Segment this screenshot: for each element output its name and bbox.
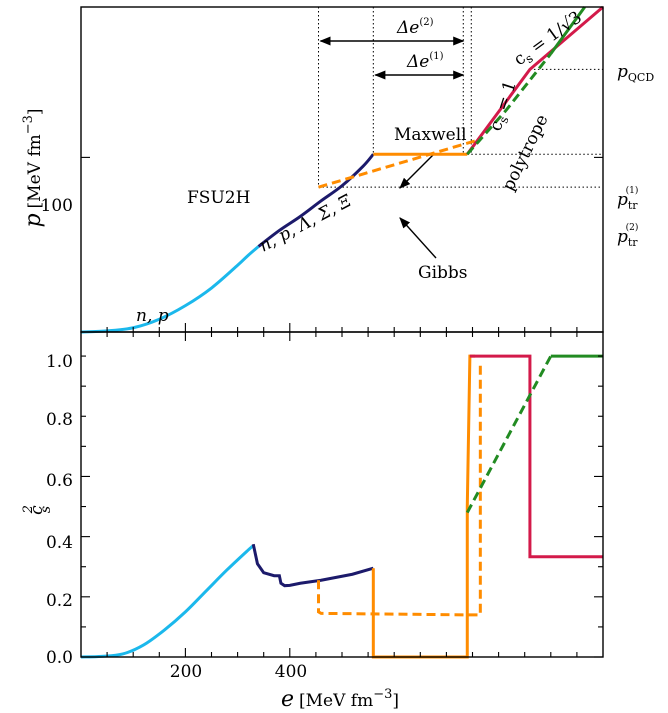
top-series bbox=[80, 5, 604, 334]
maxwell-label: Maxwell bbox=[394, 125, 467, 145]
bottom-series-hyperonic bbox=[251, 543, 374, 588]
ytick-label-0.0: 0.0 bbox=[46, 648, 73, 668]
bottom-ticks bbox=[81, 332, 603, 658]
ytick-label-0.4: 0.4 bbox=[46, 533, 73, 553]
gibbs-label: Gibbs bbox=[418, 263, 468, 283]
bottom-series-cs1 bbox=[469, 354, 603, 559]
bottom-series-polytrope bbox=[465, 355, 553, 514]
top-series-hyperonic bbox=[257, 153, 375, 248]
delta-e2-label: Δe(2) bbox=[396, 17, 434, 38]
maxwell-arrow bbox=[399, 154, 434, 189]
ytick-label-100: 100 bbox=[41, 196, 73, 216]
xtick-label-400: 400 bbox=[275, 662, 307, 682]
xtick-label-200: 200 bbox=[170, 662, 202, 682]
gibbs-arrow bbox=[399, 217, 437, 259]
cs-sqrt3-label: cs = 1/√3 bbox=[510, 7, 587, 71]
bottom-xlabel: e [MeV fm−3] bbox=[281, 687, 399, 712]
top-ticks bbox=[81, 156, 603, 332]
bottom-panel: 0.0 0.2 0.4 0.6 0.8 1.0 200 400 c2 s e [Me… bbox=[21, 331, 604, 712]
ytick-label-0.8: 0.8 bbox=[46, 410, 73, 430]
bottom-series-maxwell bbox=[371, 354, 476, 659]
top-series-cs1 bbox=[466, 5, 604, 156]
ytick-label-0.6: 0.6 bbox=[46, 471, 73, 491]
top-series-nucleonic bbox=[80, 245, 260, 334]
bottom-axes-frame bbox=[80, 331, 604, 658]
top-series-polytrope-cont bbox=[549, 6, 586, 55]
ytick-label-0.2: 0.2 bbox=[46, 591, 73, 611]
top-series-polytrope bbox=[466, 52, 552, 156]
top-guides bbox=[318, 7, 603, 259]
nucleon-label: n, p bbox=[136, 306, 169, 326]
top-series-gibbs bbox=[318, 137, 481, 189]
bottom-series bbox=[80, 354, 603, 659]
delta-e1-label: Δe(1) bbox=[406, 51, 444, 72]
top-ylabel: p[MeV fm−3] bbox=[21, 108, 46, 227]
ytick-label-1.0: 1.0 bbox=[46, 352, 73, 372]
hyperon-label: n, p, Λ, Σ, Ξ bbox=[256, 191, 356, 257]
fsu2h-label: FSU2H bbox=[187, 188, 250, 208]
cs1-label: cs = 1 bbox=[486, 78, 523, 134]
p-tr2-label: ptr(2) bbox=[617, 222, 638, 249]
bottom-series-nucleonic bbox=[80, 544, 255, 659]
p-tr1-label: ptr(1) bbox=[617, 185, 638, 212]
bottom-ylabel: c2 s bbox=[21, 505, 54, 515]
top-panel: 100 p[MeV fm−3] FSU2H n, p n, p, Λ, Σ, Ξ… bbox=[21, 5, 654, 334]
p-qcd-label: pQCD bbox=[617, 62, 654, 84]
